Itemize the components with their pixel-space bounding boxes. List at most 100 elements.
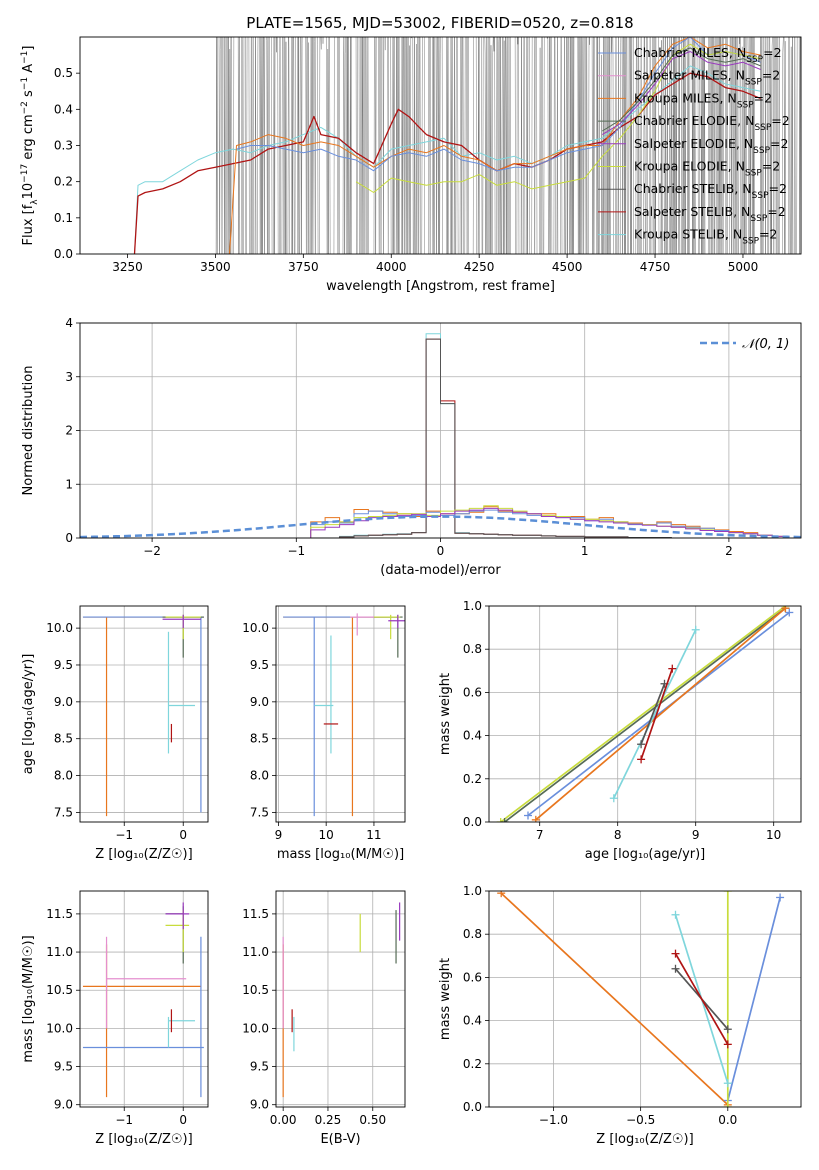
- x-tick-label: −1: [287, 544, 305, 558]
- salpeter_miles-errorbar: [105, 936, 187, 1029]
- y-tick-label: 0.2: [463, 772, 482, 786]
- legend-entry: Kroupa MILES, NSSP=2: [634, 90, 772, 110]
- legend-entry: 𝒩(0, 1): [742, 337, 789, 352]
- y-tick-label: 0.8: [463, 927, 482, 941]
- y-tick-label: 0.4: [463, 1014, 482, 1028]
- y-axis-label: Normed distribution: [21, 366, 36, 496]
- x-tick-label: 8: [614, 828, 622, 842]
- salpeter_elodie-errorbar: [388, 614, 405, 629]
- x-tick-label: 3500: [200, 260, 231, 274]
- y-tick-label: 9.0: [250, 1098, 269, 1112]
- x-axis-label: Z [log₁₀(Z/Z☉)]: [95, 847, 192, 862]
- y-tick-label: 9.0: [54, 695, 73, 709]
- y-label-part: −2: [20, 101, 30, 114]
- kroupa_stelib-weight-line: [613, 629, 697, 799]
- y-tick-label: 8.0: [54, 769, 73, 783]
- kroupa_stelib-errorbar: [314, 635, 334, 754]
- chabrier_miles-weight-line: [527, 611, 790, 817]
- y-tick-label: 0.2: [54, 175, 73, 189]
- legend-entry: Salpeter MILES, NSSP=2: [634, 68, 780, 88]
- y-tick-label: 9.5: [250, 658, 269, 672]
- kroupa_elodie-model-line: [355, 43, 761, 193]
- y-tick-label: 10.0: [242, 621, 269, 635]
- legend-sub: SSP: [750, 214, 767, 224]
- y-tick-label: 0.2: [463, 1057, 482, 1071]
- salpeter_elodie-histogram: [310, 507, 788, 538]
- legend-sub: SSP: [754, 123, 771, 133]
- legend-sub: SSP: [737, 100, 754, 110]
- x-tick-label: −0.5: [626, 1113, 655, 1127]
- y-axis-label: mass weight: [438, 958, 453, 1040]
- age_vs_Z-content: [82, 614, 204, 817]
- x-tick-label: 5000: [728, 260, 759, 274]
- kroupa_stelib-errorbar: [167, 631, 196, 754]
- y-tick-label: 8.5: [54, 732, 73, 746]
- data-spectrum-line: [215, 37, 801, 254]
- x-tick-label: 7: [536, 828, 544, 842]
- axes-frame: [488, 605, 802, 823]
- x-tick-label: 9: [692, 828, 700, 842]
- legend-entry: Salpeter STELIB, NSSP=2: [634, 204, 786, 224]
- y-label-part: −1: [20, 51, 30, 64]
- x-tick-label: 3750: [288, 260, 319, 274]
- chabrier_elodie-model-line: [602, 47, 761, 132]
- y-axis-label: Flux [fλ10−17 erg cm−2 s−1 A−1]: [20, 46, 40, 246]
- x-tick-label: 1: [581, 544, 589, 558]
- kroupa_elodie-weight-line: [500, 606, 786, 822]
- y-label-part: λ: [30, 199, 40, 205]
- x-tick-label: −2: [143, 544, 161, 558]
- y-tick-label: 9.5: [54, 658, 73, 672]
- y-tick-label: 10.0: [46, 621, 73, 635]
- y-axis-label: mass [log₁₀(M/M☉)]: [21, 935, 36, 1062]
- y-tick-label: 7.5: [250, 805, 269, 819]
- y-tick-label: 7.5: [54, 805, 73, 819]
- x-tick-label: 4750: [640, 260, 671, 274]
- legend-sub: SSP: [746, 55, 763, 65]
- x-tick-label: 0: [179, 1113, 187, 1127]
- massweight_vs_Z-axes: −1.0 −0.5 0.0 0.0 0.2 0.4 0.6 0.8 1.0 Z [log₁₀(Z/…: [438, 884, 802, 1147]
- legend-entry: Chabrier MILES, NSSP=2: [634, 45, 782, 65]
- x-axis-label: mass [log₁₀(M/M☉)]: [277, 847, 404, 862]
- mass_vs_EBV-content: [282, 902, 401, 1098]
- y-tick-label: 9.5: [250, 1060, 269, 1074]
- spectrum-content: [109, 37, 801, 254]
- y-tick-label: 0.3: [54, 139, 73, 153]
- y-tick-label: 10.5: [46, 983, 73, 997]
- x-tick-label: 4000: [376, 260, 407, 274]
- plots-layer: 3250 3500 3750 4000 4250 4500 4750 50000.00.10.…: [20, 36, 802, 1147]
- y-tick-label: 9.0: [250, 695, 269, 709]
- mass_vs_Z-axes: −1 0 9.0 9.5 10.0 10.5 11.0 11.5 Z [log₁₀(Z/Z☉)]…: [21, 890, 209, 1147]
- salpeter_stelib-weight-line: [640, 668, 674, 760]
- y-tick-label: 10.0: [242, 1021, 269, 1035]
- x-axis-label: (data-model)/error: [380, 563, 501, 578]
- legend-label: Chabrier STELIB, N: [634, 181, 752, 196]
- axes-frame: [275, 890, 406, 1108]
- chabrier_miles-weight-line: [726, 897, 781, 1101]
- salpeter_stelib-model-line: [133, 72, 761, 254]
- legend-entry: Kroupa STELIB, NSSP=2: [634, 227, 778, 247]
- x-tick-label: 4500: [552, 260, 583, 274]
- legend-label: Kroupa STELIB, N: [634, 227, 742, 242]
- legend-label: Chabrier ELODIE, N: [634, 113, 754, 128]
- kroupa_elodie-errorbar: [373, 614, 401, 640]
- massweight_vs_Z-content: [497, 891, 785, 1107]
- legend-suffix: =2: [769, 181, 787, 196]
- spectrum-axes: 3250 3500 3750 4000 4250 4500 4750 5000 0.0 0.1 0.…: [20, 36, 802, 294]
- y-tick-label: 11.5: [46, 907, 73, 921]
- y-tick-label: 0.0: [463, 1100, 482, 1114]
- y-label-part: 10: [21, 183, 36, 200]
- chabrier_miles-errorbar: [82, 936, 204, 1098]
- legend-label: Chabrier MILES, N: [634, 45, 746, 60]
- y-axis-label: age [log₁₀(age/yr)]: [21, 654, 36, 775]
- chabrier_elodie-weight-line: [504, 607, 786, 822]
- y-tick-label: 8.5: [250, 732, 269, 746]
- chabrier_stelib-weight-line: [640, 683, 666, 745]
- y-tick-label: 0.4: [54, 102, 73, 116]
- x-axis-label: Z [log₁₀(Z/Z☉)]: [596, 1132, 693, 1147]
- legend-suffix: =2: [770, 136, 788, 151]
- x-tick-label: 0: [437, 544, 445, 558]
- kroupa_stelib-errorbar: [167, 1016, 196, 1048]
- x-tick-label: 0: [179, 828, 187, 842]
- x-axis-label: Z [log₁₀(Z/Z☉)]: [95, 1132, 192, 1147]
- y-tick-label: 1.0: [463, 599, 482, 613]
